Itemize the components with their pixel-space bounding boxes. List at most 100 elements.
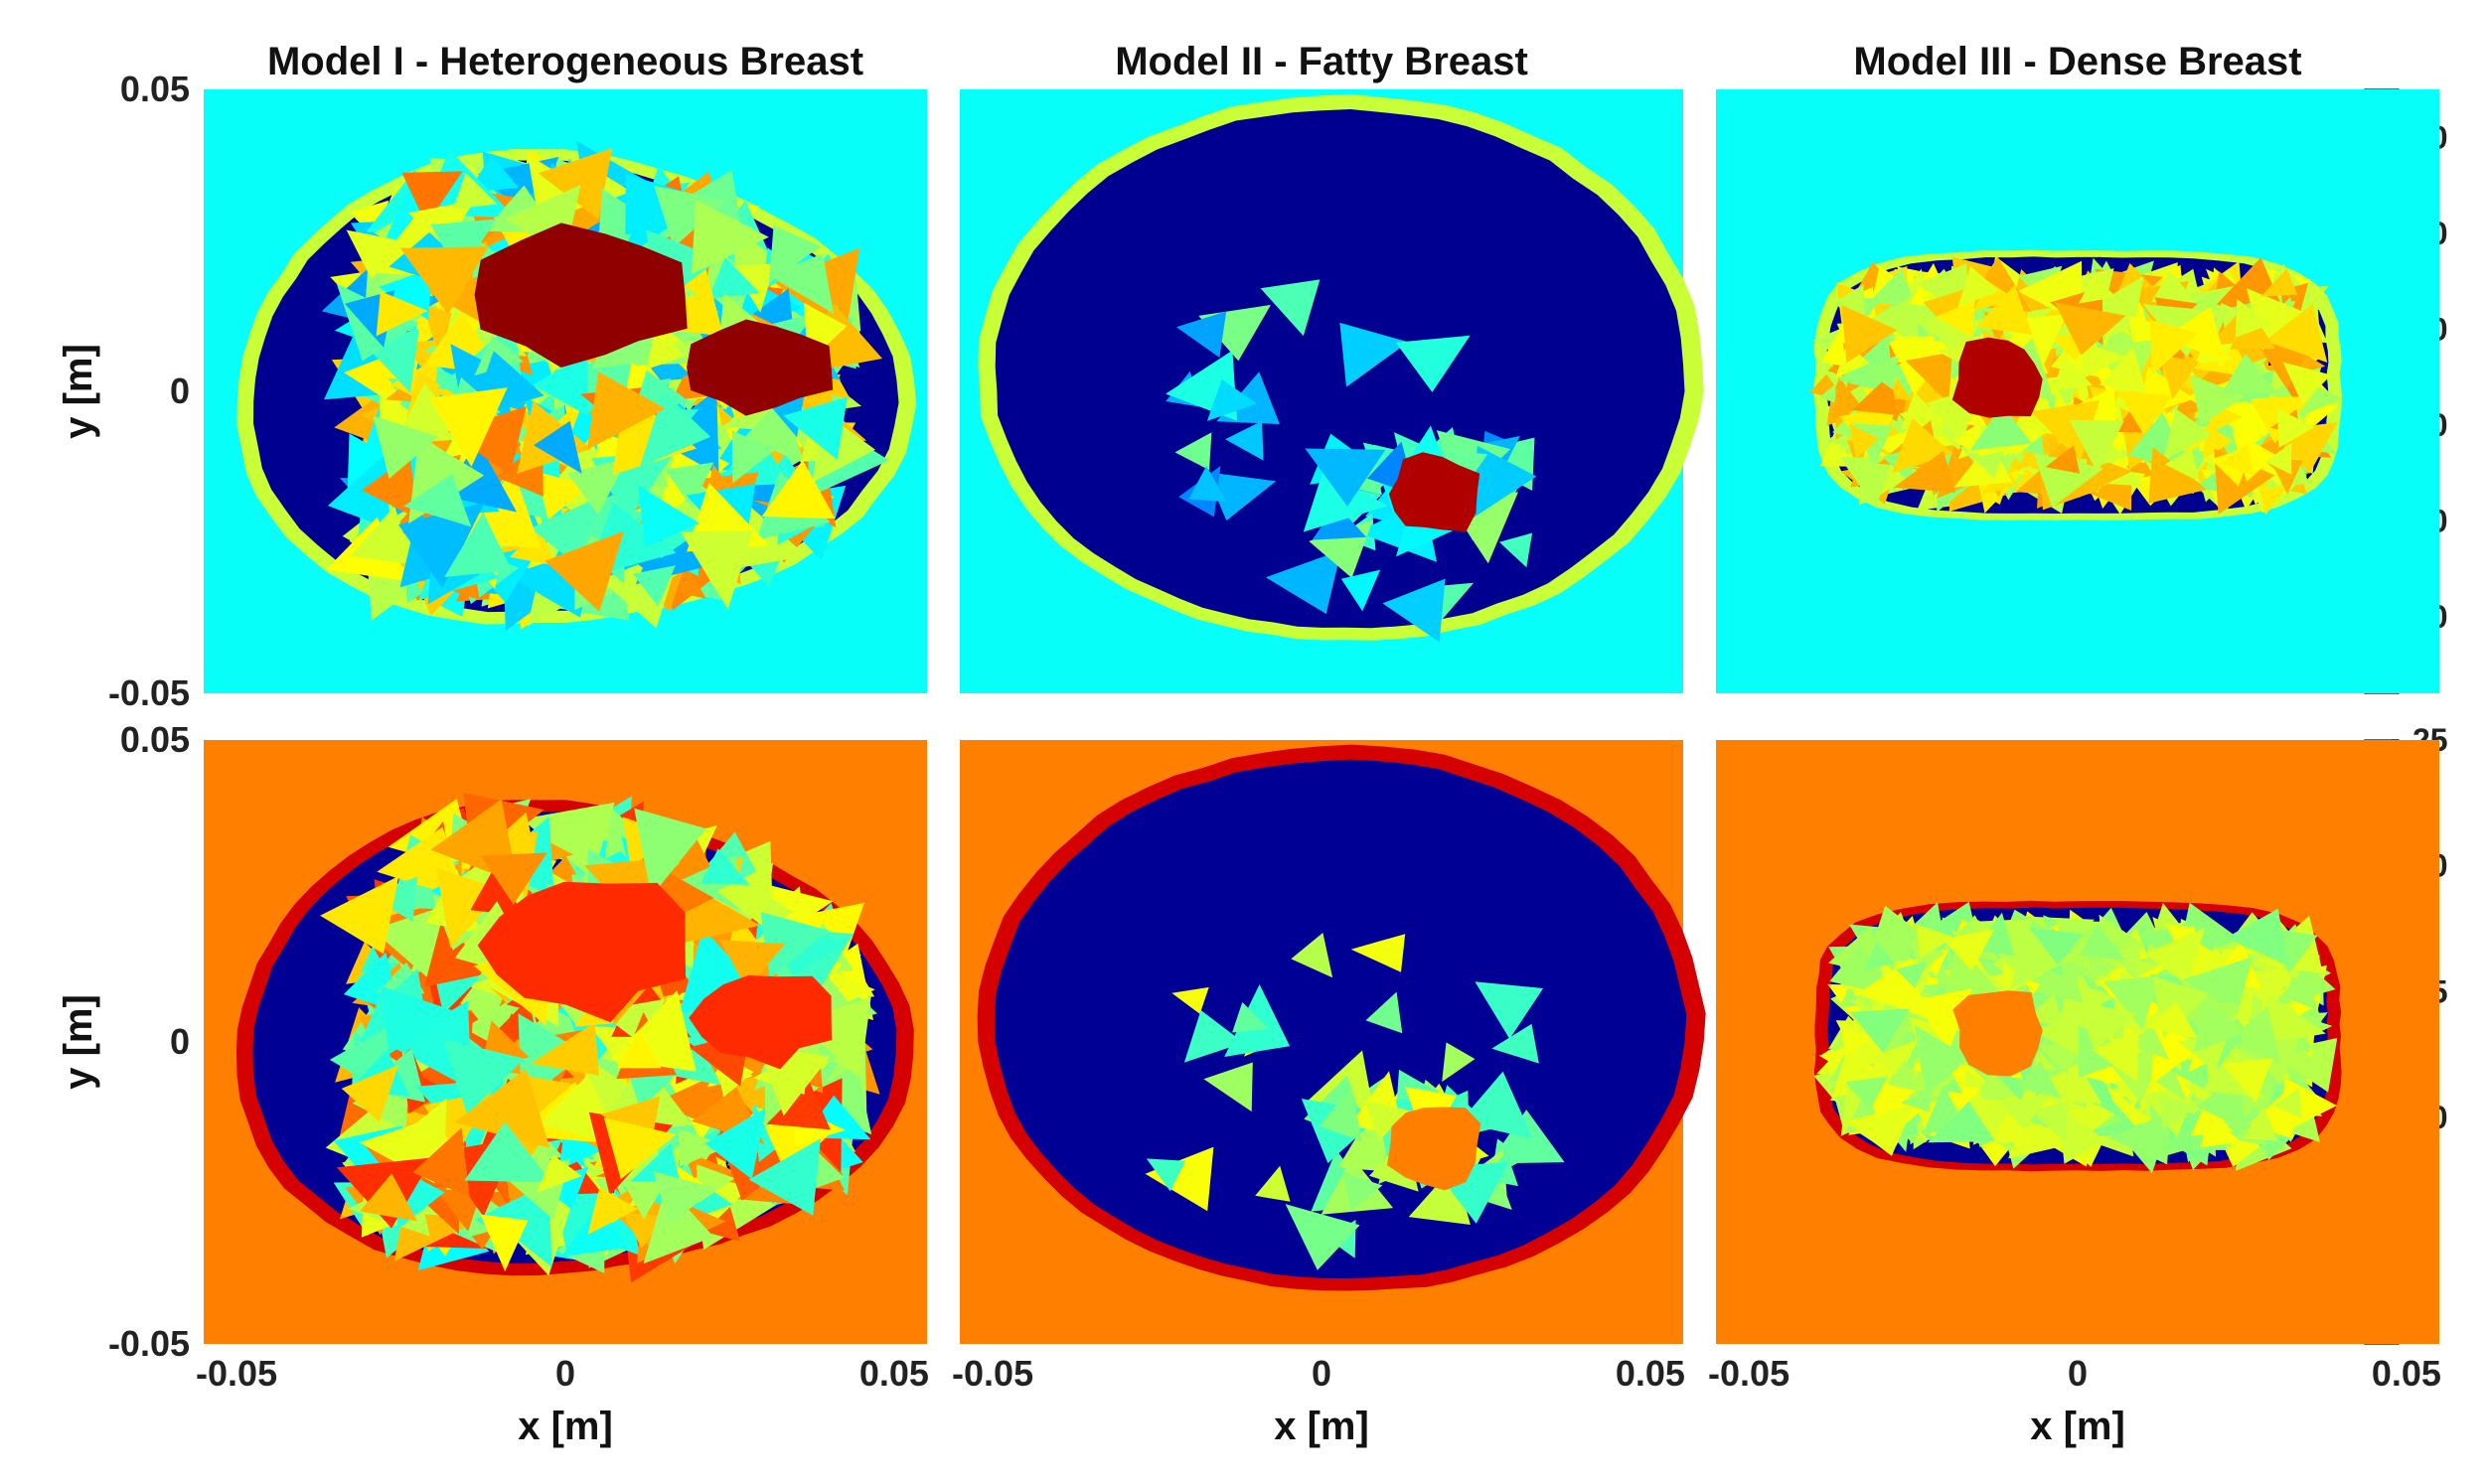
tissue-element	[2103, 974, 2159, 1031]
tissue-element	[1255, 1165, 1291, 1202]
tissue-element	[1340, 569, 1381, 612]
tissue-element	[748, 1138, 821, 1216]
tissue-element	[2220, 353, 2278, 395]
tissue-element	[1206, 379, 1257, 421]
tissue-element	[2236, 299, 2272, 338]
y-tick-label: -0.05	[108, 1323, 190, 1364]
tissue-element	[1893, 336, 1937, 373]
tissue-element	[1205, 472, 1277, 521]
tissue-element	[372, 904, 449, 982]
x-tick-label: -0.05	[196, 1353, 277, 1394]
tissue-element	[1905, 352, 1952, 403]
tissue-element	[428, 387, 508, 467]
tissue-element	[2159, 1094, 2197, 1128]
tissue-element	[1891, 417, 1953, 474]
tissue-element	[2146, 1001, 2199, 1039]
tissue-element	[1845, 1103, 1915, 1156]
tissue-element	[443, 1039, 525, 1115]
tissue-element	[454, 1068, 550, 1148]
tissue-element	[1499, 532, 1533, 568]
tissue-element	[1291, 933, 1333, 978]
tissue-element	[1835, 342, 1870, 378]
tissue-element	[545, 530, 625, 612]
panel-bottom-2	[960, 740, 1706, 1344]
x-tick-label: 0.05	[2372, 1353, 2441, 1394]
tissue-element	[1342, 1172, 1383, 1212]
panel-title: Model III - Dense Breast	[1853, 40, 2301, 83]
tissue-element	[2030, 399, 2101, 462]
panel-top-2	[960, 89, 1704, 693]
x-axis-label: x [m]	[1274, 1405, 1369, 1448]
tissue-element	[768, 253, 834, 314]
tissue-element	[452, 173, 498, 210]
y-axis-label: y [m]	[57, 994, 100, 1090]
tissue-element	[604, 808, 646, 859]
tissue-element	[1942, 929, 1995, 971]
tissue-element	[603, 1117, 677, 1180]
tissue-element	[1849, 1008, 1910, 1053]
tissue-element	[1382, 578, 1446, 643]
tissue-element	[2029, 927, 2085, 965]
tissue-element	[2232, 430, 2276, 482]
tissue-element	[678, 1128, 729, 1167]
panel-top-1	[204, 89, 927, 693]
tissue-element	[2190, 373, 2246, 426]
tissue-element	[2079, 274, 2116, 304]
tissue-element	[361, 455, 420, 520]
tissue-element	[1870, 1081, 1917, 1118]
tissue-element	[1942, 944, 2006, 1007]
tissue-element	[359, 1173, 418, 1222]
tissue-element	[716, 862, 773, 928]
tissue-element	[538, 148, 613, 220]
tissue-element	[1869, 267, 1916, 308]
tissue-element	[1845, 1076, 1889, 1111]
tissue-element	[2077, 1002, 2137, 1051]
tissue-element	[327, 454, 391, 529]
tissue-element	[643, 1185, 714, 1264]
glandular-tissue	[1166, 279, 1537, 643]
tissue-element	[2045, 445, 2081, 474]
tissue-element	[1203, 1062, 1253, 1113]
x-axis-label: x [m]	[518, 1405, 613, 1448]
tissue-element	[1225, 420, 1264, 461]
tissue-element	[1305, 448, 1386, 507]
tissue-element	[1841, 305, 1898, 364]
tissue-element	[2264, 304, 2328, 363]
tissue-element	[586, 371, 666, 450]
tumor-region	[1388, 452, 1480, 532]
tissue-element	[1999, 1095, 2051, 1130]
tissue-element	[2260, 268, 2298, 297]
tissue-element	[2116, 390, 2172, 435]
tissue-element	[1339, 322, 1409, 387]
tissue-element	[341, 1065, 398, 1122]
tissue-element	[1285, 1204, 1360, 1270]
tissue-element	[760, 912, 830, 979]
tissue-element	[2013, 1061, 2062, 1099]
tissue-element	[2054, 302, 2126, 356]
tissue-element	[743, 396, 805, 464]
tissue-element	[444, 512, 513, 577]
tissue-element	[2221, 444, 2255, 476]
tissue-element	[2194, 1000, 2248, 1053]
panel-title: Model II - Fatty Breast	[1115, 40, 1528, 83]
tissue-element	[2099, 347, 2147, 394]
tissue-element	[1840, 1028, 1874, 1058]
tissue-element	[654, 185, 726, 248]
tissue-element	[2164, 448, 2200, 483]
tissue-element	[1365, 1101, 1407, 1142]
x-tick-label: 0.05	[859, 1353, 929, 1394]
tissue-element	[409, 1098, 447, 1139]
tissue-element	[1864, 942, 1896, 969]
x-axis-label: x [m]	[2030, 1405, 2125, 1448]
y-axis-label: y [m]	[57, 344, 100, 439]
tissue-element	[1473, 445, 1537, 519]
tissue-element	[1306, 1050, 1374, 1113]
tissue-element	[638, 485, 700, 547]
tissue-element	[691, 200, 769, 274]
tissue-element	[1975, 284, 2033, 335]
tissue-element	[412, 1127, 470, 1198]
tissue-element	[448, 406, 527, 476]
tissue-element	[2163, 408, 2212, 462]
tissue-element	[1395, 335, 1471, 392]
tissue-element	[1145, 1146, 1214, 1212]
